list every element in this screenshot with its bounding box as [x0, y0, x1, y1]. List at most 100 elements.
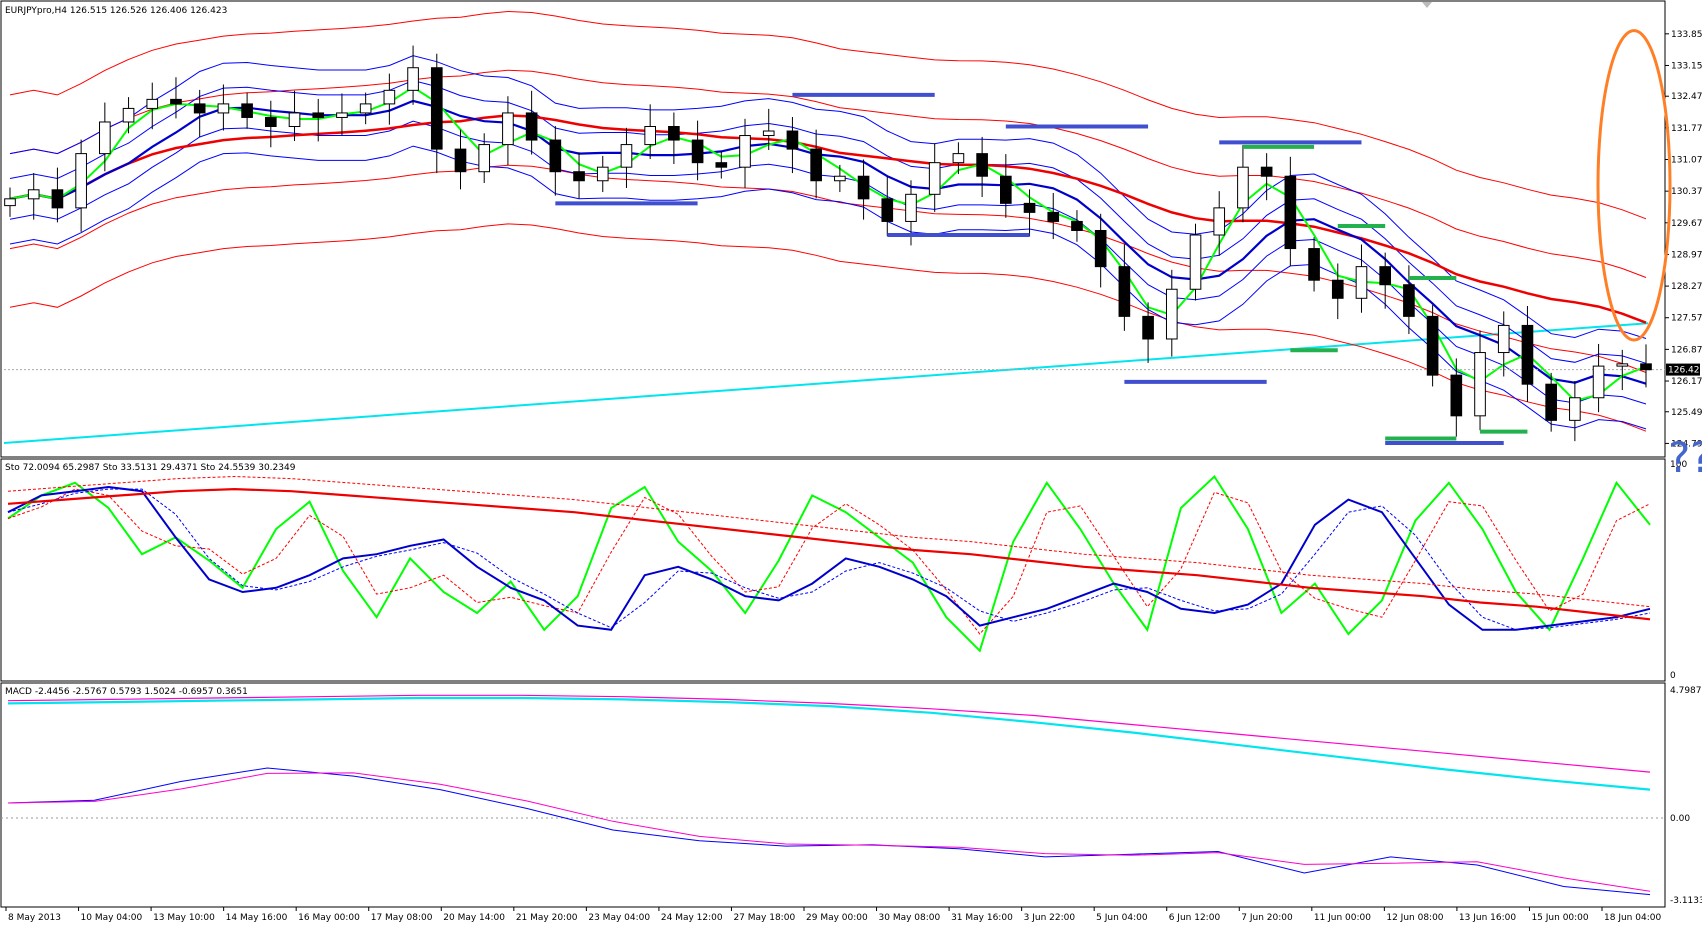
- candle-bear: [1545, 383, 1557, 421]
- candle-bear: [1094, 229, 1107, 268]
- candle-bear: [1450, 374, 1463, 417]
- time-tick-label: 30 May 08:00: [879, 913, 941, 923]
- candle-bull: [1213, 207, 1226, 236]
- highlight-ellipse: [1596, 29, 1672, 342]
- macd-osc-line: [7, 767, 1651, 896]
- time-tick-label: 21 May 20:00: [516, 913, 578, 923]
- trend-line-cyan: [3, 322, 1649, 444]
- candle-bull: [1189, 234, 1202, 290]
- stoch-slow-line: [7, 487, 1651, 621]
- candle-bull: [928, 162, 941, 195]
- time-tick-label: 15 Jun 00:00: [1531, 913, 1588, 923]
- candle-bull: [762, 130, 775, 137]
- time-tick-label: 16 May 00:00: [298, 913, 360, 923]
- current-price-box: [1666, 363, 1700, 376]
- candle-bear: [312, 112, 325, 118]
- candle-bull: [1237, 166, 1249, 209]
- time-tick-label: 11 Jun 00:00: [1314, 913, 1371, 923]
- candle-bear: [1118, 266, 1131, 317]
- candle-bull: [620, 144, 633, 168]
- price-tick-label: 126.170: [1671, 377, 1702, 387]
- candle-bull: [1474, 352, 1486, 417]
- band-red-inner-lower: [9, 164, 1647, 373]
- time-tick-label: 31 May 16:00: [951, 913, 1013, 923]
- band-red-inner-upper: [9, 69, 1647, 278]
- candle-bear: [264, 116, 277, 128]
- candle-bear: [976, 153, 988, 177]
- candle-bull: [739, 135, 751, 168]
- candle-bear: [881, 198, 894, 222]
- candle-bull: [502, 112, 514, 146]
- price-tick-label: 132.470: [1671, 92, 1702, 102]
- stoch-pane-frame: [0, 458, 1666, 682]
- candle-bull: [1616, 363, 1629, 367]
- candle-bear: [1379, 266, 1392, 286]
- main-pane-frame: [0, 0, 1666, 458]
- price-tick-label: 131.770: [1671, 124, 1702, 134]
- candle-bull: [644, 126, 656, 146]
- candle-bull: [1165, 288, 1178, 340]
- price-tick-label: 125.490: [1671, 408, 1702, 418]
- time-tick-label: 23 May 04:00: [588, 913, 650, 923]
- time-tick-label: 18 Jun 04:00: [1604, 913, 1661, 923]
- candle-bull: [146, 98, 159, 109]
- current-price-label: 126.423: [1668, 366, 1702, 376]
- candle-bull: [288, 112, 301, 127]
- stoch-fast-line: [7, 474, 1651, 653]
- candle-bear: [715, 162, 728, 168]
- candle-bull: [4, 198, 16, 207]
- candle-bear: [193, 103, 206, 114]
- candle-bear: [810, 148, 822, 182]
- price-tick-label: 133.850: [1671, 30, 1702, 40]
- candle-bull: [952, 153, 965, 164]
- macd-zero-label: 0.00: [1670, 814, 1690, 824]
- candle-bear: [1047, 211, 1060, 222]
- candle-bear: [430, 67, 443, 150]
- band-red-outer-lower: [9, 223, 1647, 432]
- ma-green-fast: [9, 86, 1647, 402]
- time-tick-label: 3 Jun 22:00: [1024, 913, 1076, 923]
- stoch-bottom-label: 0: [1670, 671, 1676, 681]
- time-tick-label: 17 May 08:00: [371, 913, 433, 923]
- price-tick-label: 126.870: [1671, 345, 1702, 355]
- candle-bear: [573, 171, 585, 182]
- time-tick-label: 14 May 16:00: [226, 913, 288, 923]
- candle-bull: [834, 175, 846, 182]
- band-blue-lower: [9, 145, 1647, 430]
- macd-top-label: 4.7987: [1670, 686, 1702, 696]
- price-tick-label: 130.370: [1671, 187, 1702, 197]
- candle-bull: [217, 103, 230, 114]
- candle-bear: [1308, 248, 1320, 281]
- candle-bull: [75, 153, 87, 209]
- candle-bear: [1640, 363, 1652, 371]
- candle-bear: [1260, 166, 1273, 177]
- chart-shift-marker[interactable]: [1422, 2, 1432, 8]
- time-tick-label: 13 May 10:00: [153, 913, 215, 923]
- price-tick-label: 133.150: [1671, 61, 1702, 71]
- candle-bull: [407, 67, 419, 91]
- candle-bull: [336, 112, 348, 118]
- ma-red-slow: [9, 114, 1647, 324]
- annotations: ??: [1596, 29, 1702, 482]
- main-header: EURJPYpro,H4 126.515 126.526 126.406 126…: [5, 6, 227, 16]
- candle-bull: [1569, 397, 1581, 421]
- candle-bear: [1403, 284, 1415, 317]
- candle-bear: [1071, 220, 1083, 231]
- candle-bull: [359, 103, 372, 114]
- candle-bear: [1284, 175, 1297, 250]
- band-blue-mid-lower: [9, 120, 1647, 405]
- time-tick-label: 6 Jun 12:00: [1169, 913, 1221, 923]
- time-tick-label: 29 May 00:00: [806, 913, 868, 923]
- candle-bull: [383, 89, 396, 105]
- macd-main-line: [7, 696, 1651, 791]
- price-tick-label: 124.790: [1671, 439, 1702, 449]
- candle-bull: [27, 189, 40, 200]
- macd-header: MACD -2.4456 -2.5767 0.5793 1.5024 -0.69…: [5, 687, 248, 697]
- macd-bottom-label: -3.1133: [1670, 896, 1702, 906]
- candle-bear: [454, 148, 467, 173]
- candle-bull: [1592, 365, 1605, 399]
- macd-pane-frame: [0, 682, 1666, 908]
- macd-pane: [7, 694, 1651, 896]
